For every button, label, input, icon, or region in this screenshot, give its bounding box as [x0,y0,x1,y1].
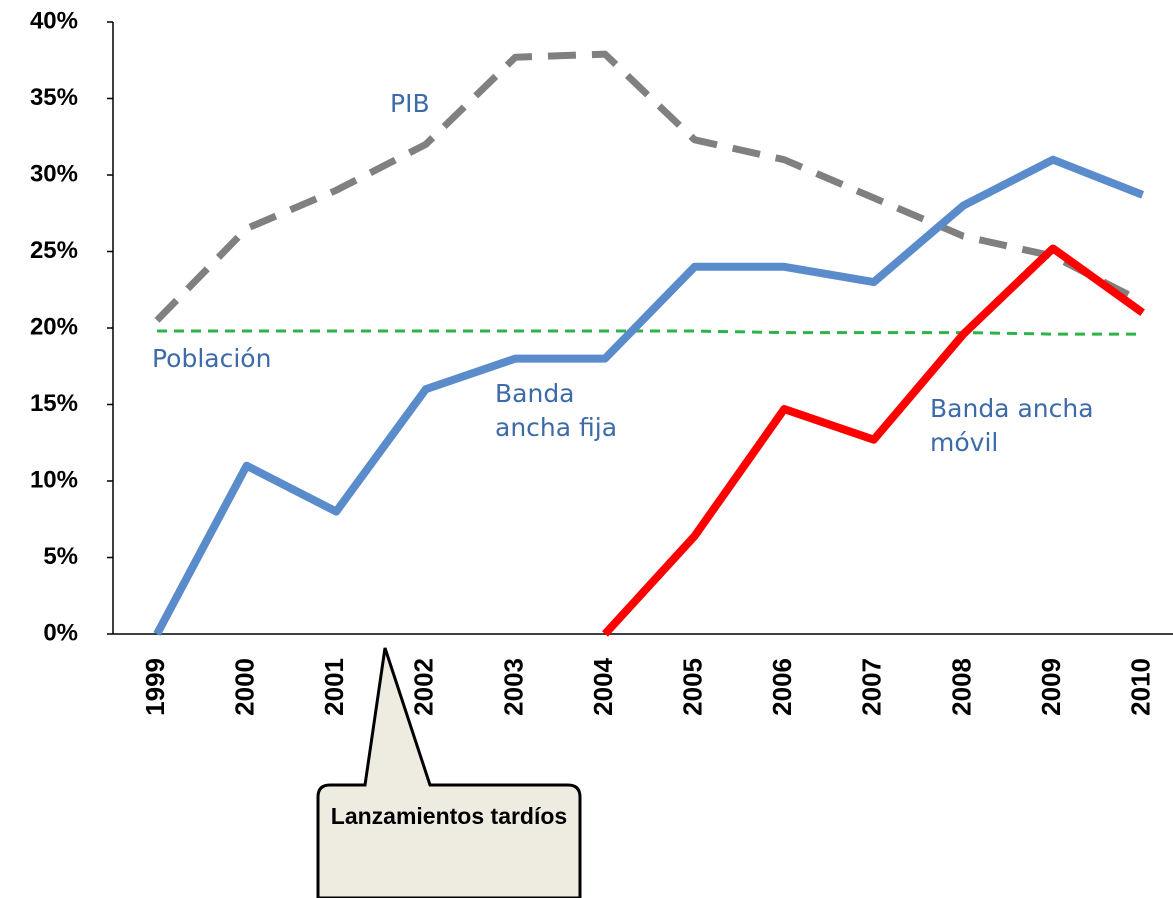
x-tick-label: 2010 [1125,658,1155,716]
x-tick-label: 2008 [946,658,976,716]
y-tick-label: 10% [30,466,78,493]
y-tick-label: 25% [30,237,78,264]
y-tick-label: 20% [30,313,78,340]
x-tick-label: 2001 [319,658,349,716]
annotation: Lanzamientos tardíos [330,803,568,829]
x-tick-label: 2003 [498,658,528,716]
y-tick-label: 15% [30,390,78,417]
series-line [157,329,1143,336]
y-tick-label: 35% [30,84,78,111]
x-tick-label: 2009 [1036,658,1066,716]
callout-box [316,647,582,898]
series-label: Banda ancha fija [495,379,618,442]
x-tick-label: 2006 [767,658,797,716]
series-label: PIB [390,89,430,118]
series-label: Población [152,344,272,373]
x-tick-label: 2004 [588,657,618,715]
x-tick-label: 2005 [677,658,707,716]
y-tick-label: 30% [30,160,78,187]
series-line [153,155,1145,636]
series-line [602,244,1145,637]
x-tick-label: 2002 [409,658,439,716]
x-tick-label: 1999 [140,658,170,716]
y-tick-label: 5% [43,543,78,570]
series-label: Banda ancha móvil [930,394,1094,457]
y-tick-label: 40% [30,7,78,34]
y-tick-label: 0% [43,619,78,646]
x-tick-label: 2007 [857,658,887,716]
x-tick-label: 2000 [229,658,259,716]
